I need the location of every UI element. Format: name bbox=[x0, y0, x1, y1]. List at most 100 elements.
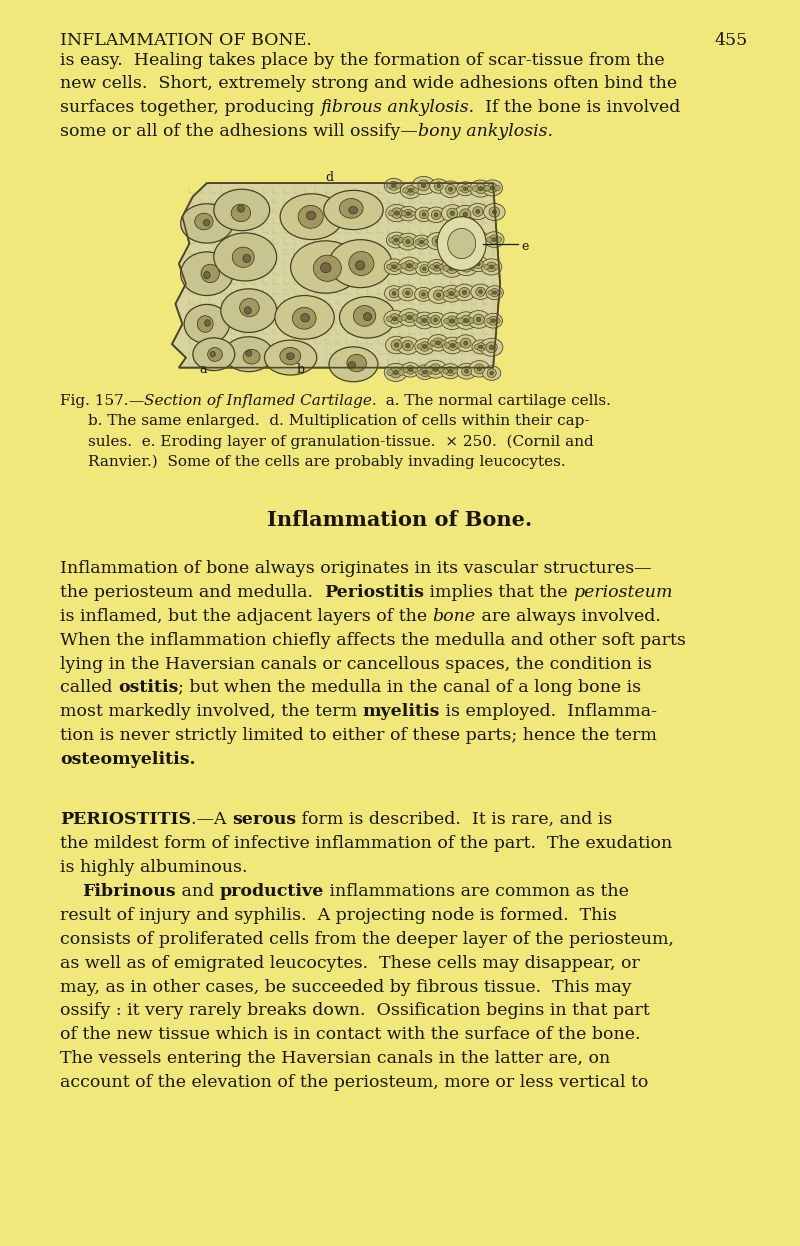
Ellipse shape bbox=[413, 368, 418, 373]
Ellipse shape bbox=[214, 233, 277, 280]
Ellipse shape bbox=[474, 234, 483, 243]
Text: Section of Inflamed Cartilage.: Section of Inflamed Cartilage. bbox=[144, 395, 377, 409]
Ellipse shape bbox=[391, 208, 402, 218]
Ellipse shape bbox=[306, 211, 316, 221]
Ellipse shape bbox=[290, 240, 361, 293]
Ellipse shape bbox=[392, 292, 396, 295]
Ellipse shape bbox=[423, 370, 426, 374]
Text: tion is never strictly limited to either of these parts; hence the term: tion is never strictly limited to either… bbox=[60, 728, 657, 744]
Ellipse shape bbox=[464, 264, 469, 269]
Ellipse shape bbox=[422, 293, 426, 297]
Ellipse shape bbox=[482, 366, 501, 380]
Ellipse shape bbox=[424, 239, 429, 244]
Ellipse shape bbox=[420, 240, 423, 244]
Ellipse shape bbox=[201, 264, 219, 283]
Ellipse shape bbox=[463, 187, 467, 191]
Ellipse shape bbox=[453, 369, 458, 374]
Ellipse shape bbox=[462, 366, 471, 376]
Ellipse shape bbox=[457, 364, 477, 379]
Ellipse shape bbox=[422, 318, 426, 323]
Ellipse shape bbox=[490, 235, 499, 244]
Ellipse shape bbox=[459, 288, 470, 298]
Text: e: e bbox=[521, 240, 528, 253]
Ellipse shape bbox=[348, 361, 355, 369]
Text: form is described.  It is rare, and is: form is described. It is rare, and is bbox=[296, 811, 612, 829]
Ellipse shape bbox=[490, 186, 494, 189]
Text: fibrous ankylosis.: fibrous ankylosis. bbox=[320, 100, 474, 116]
Ellipse shape bbox=[413, 188, 418, 193]
Ellipse shape bbox=[203, 272, 210, 279]
Ellipse shape bbox=[414, 288, 432, 302]
Ellipse shape bbox=[420, 341, 430, 351]
Text: d: d bbox=[325, 172, 333, 184]
Ellipse shape bbox=[469, 360, 490, 378]
Ellipse shape bbox=[401, 314, 407, 320]
Ellipse shape bbox=[417, 344, 422, 349]
Text: may, as in other cases, be succeeded by fibrous tissue.  This may: may, as in other cases, be succeeded by … bbox=[60, 978, 632, 996]
Ellipse shape bbox=[384, 259, 404, 274]
Text: b. The same enlarged.  d. Multiplication of cells within their cap-: b. The same enlarged. d. Multiplication … bbox=[88, 415, 590, 429]
Ellipse shape bbox=[486, 237, 492, 242]
Ellipse shape bbox=[389, 238, 394, 243]
Ellipse shape bbox=[181, 252, 233, 295]
Ellipse shape bbox=[441, 285, 462, 302]
Ellipse shape bbox=[301, 314, 310, 321]
Ellipse shape bbox=[443, 369, 448, 374]
Ellipse shape bbox=[422, 213, 426, 217]
Ellipse shape bbox=[440, 259, 463, 278]
Ellipse shape bbox=[398, 257, 421, 274]
Text: periosteum: periosteum bbox=[573, 584, 673, 601]
Ellipse shape bbox=[349, 207, 358, 214]
Ellipse shape bbox=[404, 313, 415, 323]
Ellipse shape bbox=[412, 314, 418, 320]
Text: account of the elevation of the periosteum, more or less vertical to: account of the elevation of the perioste… bbox=[60, 1074, 648, 1091]
Ellipse shape bbox=[461, 262, 472, 272]
Ellipse shape bbox=[440, 181, 461, 197]
Ellipse shape bbox=[184, 304, 230, 344]
Text: and: and bbox=[176, 883, 219, 900]
Ellipse shape bbox=[406, 239, 410, 244]
Ellipse shape bbox=[489, 207, 500, 217]
Ellipse shape bbox=[418, 238, 426, 247]
Ellipse shape bbox=[474, 364, 485, 374]
Ellipse shape bbox=[497, 290, 502, 295]
Ellipse shape bbox=[246, 350, 252, 356]
Text: is employed.  Inflamma-: is employed. Inflamma- bbox=[440, 704, 657, 720]
Ellipse shape bbox=[394, 370, 398, 375]
Ellipse shape bbox=[490, 371, 494, 375]
Ellipse shape bbox=[432, 235, 442, 247]
Ellipse shape bbox=[397, 336, 419, 354]
Ellipse shape bbox=[476, 262, 480, 265]
Ellipse shape bbox=[347, 354, 366, 371]
Ellipse shape bbox=[470, 231, 488, 245]
Ellipse shape bbox=[398, 285, 418, 300]
Ellipse shape bbox=[389, 262, 399, 272]
Ellipse shape bbox=[473, 314, 484, 325]
Ellipse shape bbox=[461, 184, 470, 193]
Ellipse shape bbox=[349, 252, 374, 275]
Ellipse shape bbox=[434, 290, 444, 300]
Ellipse shape bbox=[449, 238, 453, 242]
Ellipse shape bbox=[208, 348, 222, 361]
Ellipse shape bbox=[427, 370, 432, 375]
Ellipse shape bbox=[450, 319, 454, 323]
Ellipse shape bbox=[384, 364, 407, 381]
Ellipse shape bbox=[402, 340, 414, 351]
Ellipse shape bbox=[430, 264, 434, 269]
Ellipse shape bbox=[402, 237, 414, 247]
Ellipse shape bbox=[386, 232, 406, 248]
Ellipse shape bbox=[390, 368, 402, 378]
Ellipse shape bbox=[198, 315, 213, 333]
Ellipse shape bbox=[355, 260, 365, 270]
Ellipse shape bbox=[471, 284, 490, 299]
Ellipse shape bbox=[409, 188, 413, 192]
Ellipse shape bbox=[419, 290, 428, 299]
Text: .—A: .—A bbox=[191, 811, 232, 829]
Ellipse shape bbox=[475, 183, 486, 193]
Ellipse shape bbox=[275, 295, 334, 339]
Ellipse shape bbox=[386, 264, 392, 269]
Ellipse shape bbox=[441, 364, 460, 379]
Ellipse shape bbox=[482, 179, 502, 196]
Ellipse shape bbox=[478, 290, 482, 294]
Ellipse shape bbox=[441, 340, 446, 345]
